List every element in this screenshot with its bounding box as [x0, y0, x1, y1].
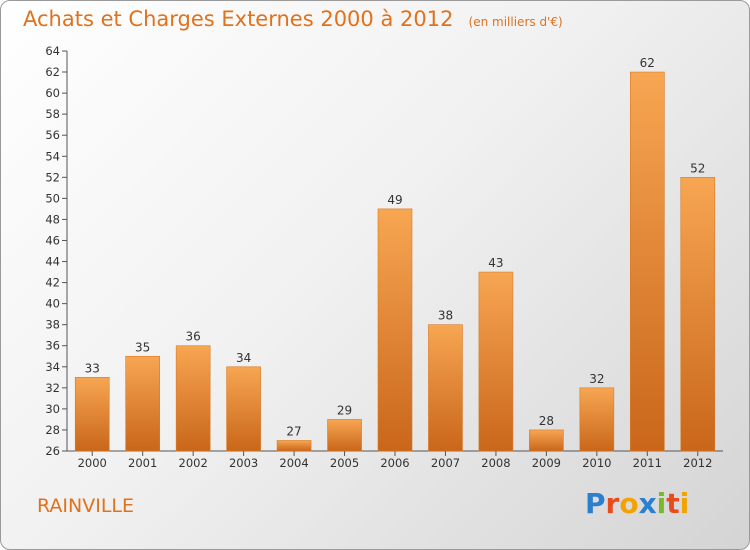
data-label: 49 [387, 193, 402, 207]
y-tick-label: 64 [45, 44, 60, 58]
bar [175, 345, 211, 452]
y-tick-label: 54 [45, 149, 60, 163]
x-tick-label: 2003 [229, 456, 258, 470]
bar [377, 208, 413, 452]
logo-letter: P [585, 487, 606, 520]
y-tick-label: 46 [45, 233, 60, 247]
chart-unit: (en milliers d'€) [468, 15, 563, 29]
data-label: 36 [186, 330, 201, 344]
y-tick-label: 48 [45, 212, 60, 226]
data-labels: 33 35 36 34 27 29 49 38 43 28 32 62 52 [85, 56, 706, 438]
logo-letter: t [666, 487, 680, 520]
bar [529, 429, 564, 452]
y-tick-label: 44 [45, 255, 60, 269]
logo-letter: r [605, 487, 620, 520]
y-tick-label: 58 [45, 107, 60, 121]
y-tick-label: 38 [45, 318, 60, 332]
x-tick-label: 2011 [633, 456, 662, 470]
bar [680, 177, 716, 452]
x-tick-label: 2006 [380, 456, 409, 470]
logo-letter: x [638, 487, 657, 520]
data-label: 34 [236, 351, 251, 365]
place-name: RAINVILLE [37, 495, 135, 517]
x-tick-label: 2010 [582, 456, 611, 470]
y-tick-label: 34 [45, 360, 60, 374]
proxiti-logo[interactable]: Proxiti [585, 487, 689, 520]
data-label: 29 [337, 403, 352, 417]
bar [74, 377, 110, 452]
y-tick-label: 36 [45, 339, 60, 353]
x-tick-label: 2000 [78, 456, 107, 470]
x-tick-label: 2009 [532, 456, 561, 470]
data-label: 43 [488, 256, 503, 270]
data-label: 38 [438, 309, 453, 323]
data-label: 62 [640, 56, 655, 70]
y-tick-label: 62 [45, 65, 60, 79]
logo-letter: i [656, 487, 667, 520]
y-tick-label: 32 [45, 381, 60, 395]
y-tick-label: 30 [45, 402, 60, 416]
bar [125, 355, 160, 452]
y-tick-label: 26 [45, 444, 60, 458]
x-tick-label: 2008 [481, 456, 510, 470]
bar [579, 387, 615, 452]
y-tick-label: 56 [45, 128, 60, 142]
axes: 26 28 30 32 34 36 38 40 42 44 46 48 50 52 54 56 58 60 62 64… [45, 44, 723, 470]
data-label: 35 [135, 340, 150, 354]
x-tick-label: 2001 [128, 456, 157, 470]
bar [478, 271, 514, 452]
x-tick-label: 2007 [431, 456, 460, 470]
x-tick-label: 2005 [330, 456, 359, 470]
data-label: 32 [589, 372, 604, 386]
data-label: 27 [286, 424, 301, 438]
chart-title: Achats et Charges Externes 2000 à 2012 [23, 7, 454, 31]
y-tick-label: 52 [45, 170, 60, 184]
y-tick-label: 42 [45, 276, 60, 290]
bar [276, 440, 312, 452]
bar [428, 324, 463, 452]
y-tick-label: 50 [45, 191, 60, 205]
bars [74, 71, 716, 452]
logo-letter: i [679, 487, 690, 520]
data-label: 33 [85, 361, 100, 375]
logo-letter: o [619, 487, 639, 520]
y-tick-label: 28 [45, 423, 60, 437]
bar [327, 419, 362, 452]
x-tick-label: 2004 [279, 456, 308, 470]
data-label: 52 [690, 161, 705, 175]
y-tick-label: 60 [45, 86, 60, 100]
x-tick-label: 2002 [179, 456, 208, 470]
x-tick-label: 2012 [683, 456, 712, 470]
chart-title-block: Achats et Charges Externes 2000 à 2012 (… [23, 7, 563, 31]
bar [226, 366, 261, 452]
data-label: 28 [539, 414, 554, 428]
bar [630, 71, 665, 452]
y-tick-label: 40 [45, 297, 60, 311]
